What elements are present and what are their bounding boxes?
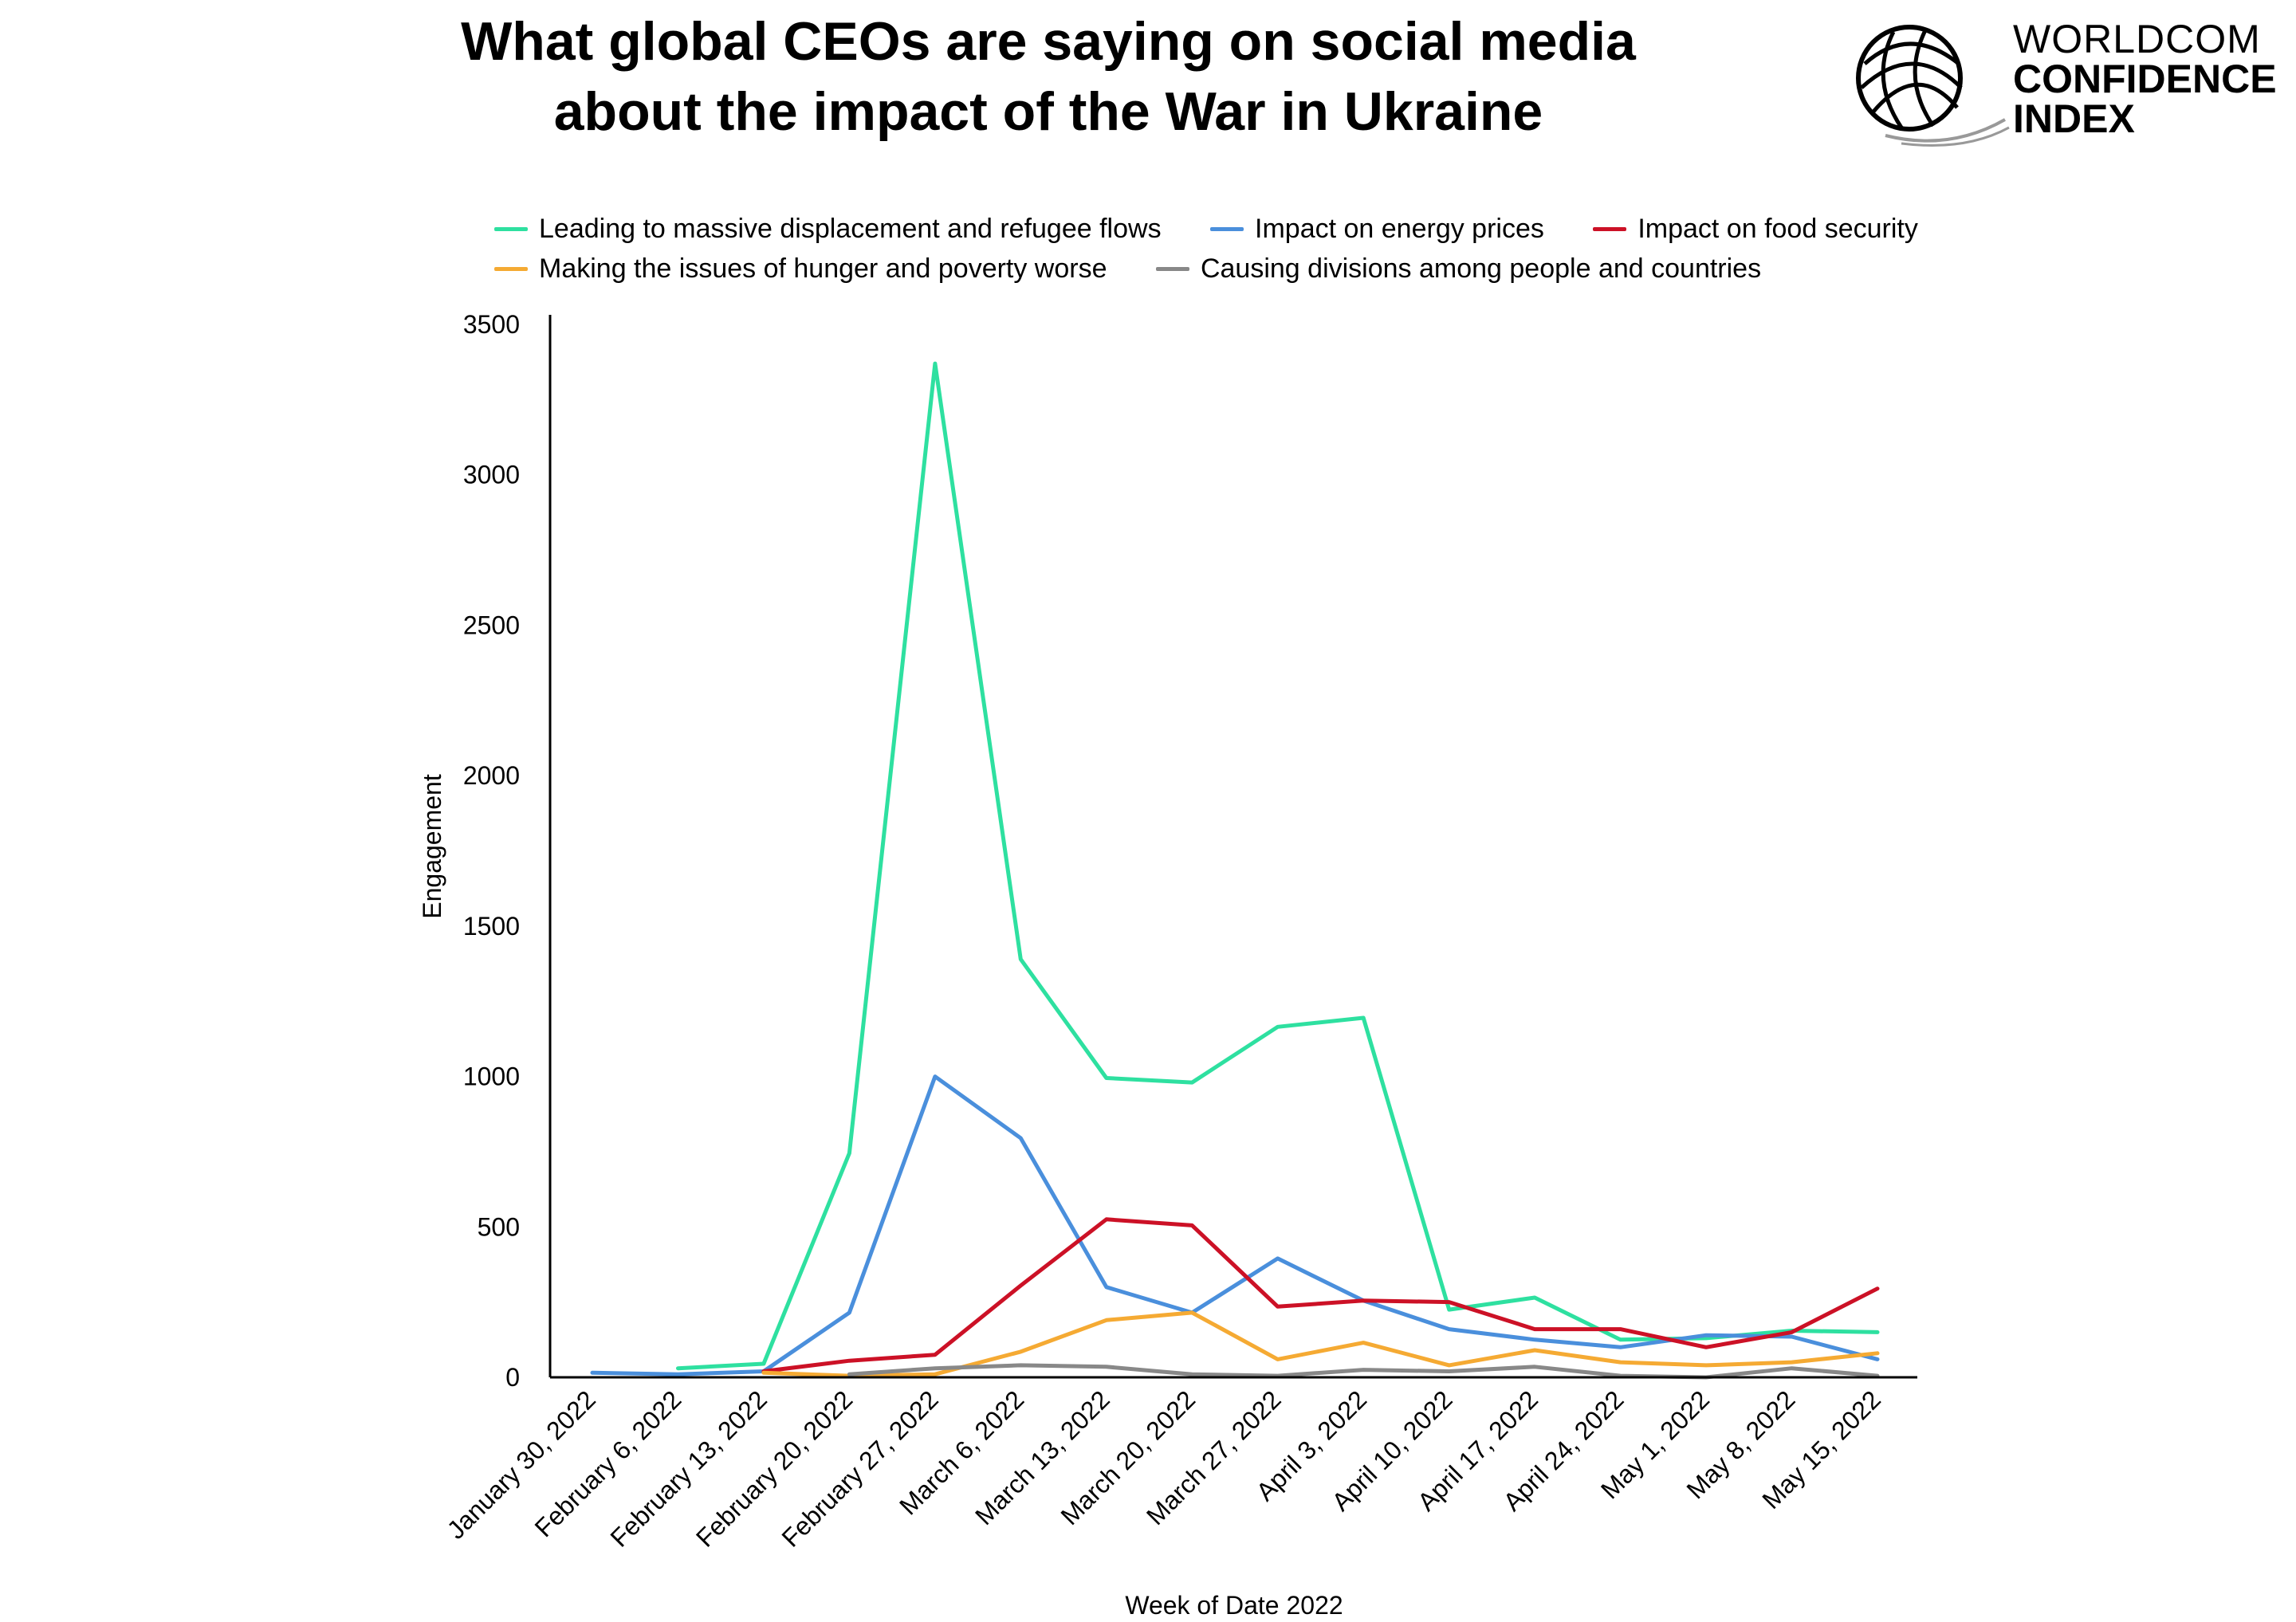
legend-item-hunger: Making the issues of hunger and poverty … bbox=[494, 253, 1107, 285]
chart-title-line2: about the impact of the War in Ukraine bbox=[553, 81, 1543, 142]
series-line-1 bbox=[590, 1074, 1880, 1377]
y-axis-ticks: 0 500 1000 1500 2000 2500 3000 3500 bbox=[463, 310, 520, 1392]
logo-wordmark: WORLDCOM CONFIDENCE INDEX bbox=[2013, 19, 2277, 139]
legend-swatch bbox=[494, 267, 528, 271]
y-tick-label: 0 bbox=[505, 1363, 520, 1392]
chart-title: What global CEOs are saying on social me… bbox=[191, 6, 1905, 147]
legend-swatch bbox=[1593, 227, 1627, 231]
y-tick-label: 2000 bbox=[463, 761, 520, 790]
legend-label: Impact on food security bbox=[1637, 214, 1918, 244]
logo-line3: INDEX bbox=[2013, 96, 2135, 141]
legend-label: Making the issues of hunger and poverty … bbox=[539, 253, 1107, 284]
x-tick-label: February 13, 2022 bbox=[605, 1384, 773, 1552]
y-tick-label: 3500 bbox=[463, 310, 520, 339]
y-tick-label: 1500 bbox=[463, 912, 520, 941]
x-tick-label: January 30, 2022 bbox=[442, 1384, 601, 1544]
x-tick-label: February 6, 2022 bbox=[529, 1384, 687, 1542]
series-line-3 bbox=[761, 1310, 1880, 1378]
y-tick-label: 500 bbox=[478, 1212, 520, 1241]
chart-title-line1: What global CEOs are saying on social me… bbox=[461, 11, 1636, 72]
x-tick-label: February 20, 2022 bbox=[690, 1384, 858, 1552]
x-tick-label: February 27, 2022 bbox=[776, 1384, 943, 1552]
y-tick-label: 2500 bbox=[463, 611, 520, 639]
worldcom-logo: WORLDCOM CONFIDENCE INDEX bbox=[1854, 16, 2284, 151]
chart-legend: Leading to massive displacement and refu… bbox=[0, 198, 2296, 285]
series-line-2 bbox=[761, 1217, 1880, 1373]
legend-swatch bbox=[1155, 267, 1189, 271]
y-axis-label: Engagement bbox=[418, 774, 446, 919]
legend-item-divisions: Causing divisions among people and count… bbox=[1155, 253, 1762, 285]
y-tick-label: 1000 bbox=[463, 1062, 520, 1091]
y-tick-label: 3000 bbox=[463, 461, 520, 489]
legend-item-energy: Impact on energy prices bbox=[1210, 214, 1544, 245]
globe-icon bbox=[1856, 25, 2010, 147]
legend-row-1: Leading to massive displacement and refu… bbox=[494, 207, 1960, 245]
legend-swatch bbox=[494, 227, 528, 231]
series-lines bbox=[590, 361, 1880, 1380]
x-axis-label: Week of Date 2022 bbox=[1125, 1591, 1343, 1620]
logo-line2: CONFIDENCE bbox=[2013, 57, 2277, 101]
legend-item-refugee: Leading to massive displacement and refu… bbox=[494, 214, 1162, 245]
logo-line1: WORLDCOM bbox=[2013, 17, 2261, 61]
legend-swatch bbox=[1210, 227, 1244, 231]
legend-label: Impact on energy prices bbox=[1255, 214, 1544, 244]
legend-row-2: Making the issues of hunger and poverty … bbox=[494, 247, 1803, 285]
series-line-4 bbox=[847, 1363, 1880, 1380]
legend-label: Leading to massive displacement and refu… bbox=[539, 214, 1162, 244]
legend-item-food: Impact on food security bbox=[1593, 214, 1918, 245]
series-line-0 bbox=[676, 361, 1880, 1371]
legend-label: Causing divisions among people and count… bbox=[1200, 253, 1762, 284]
